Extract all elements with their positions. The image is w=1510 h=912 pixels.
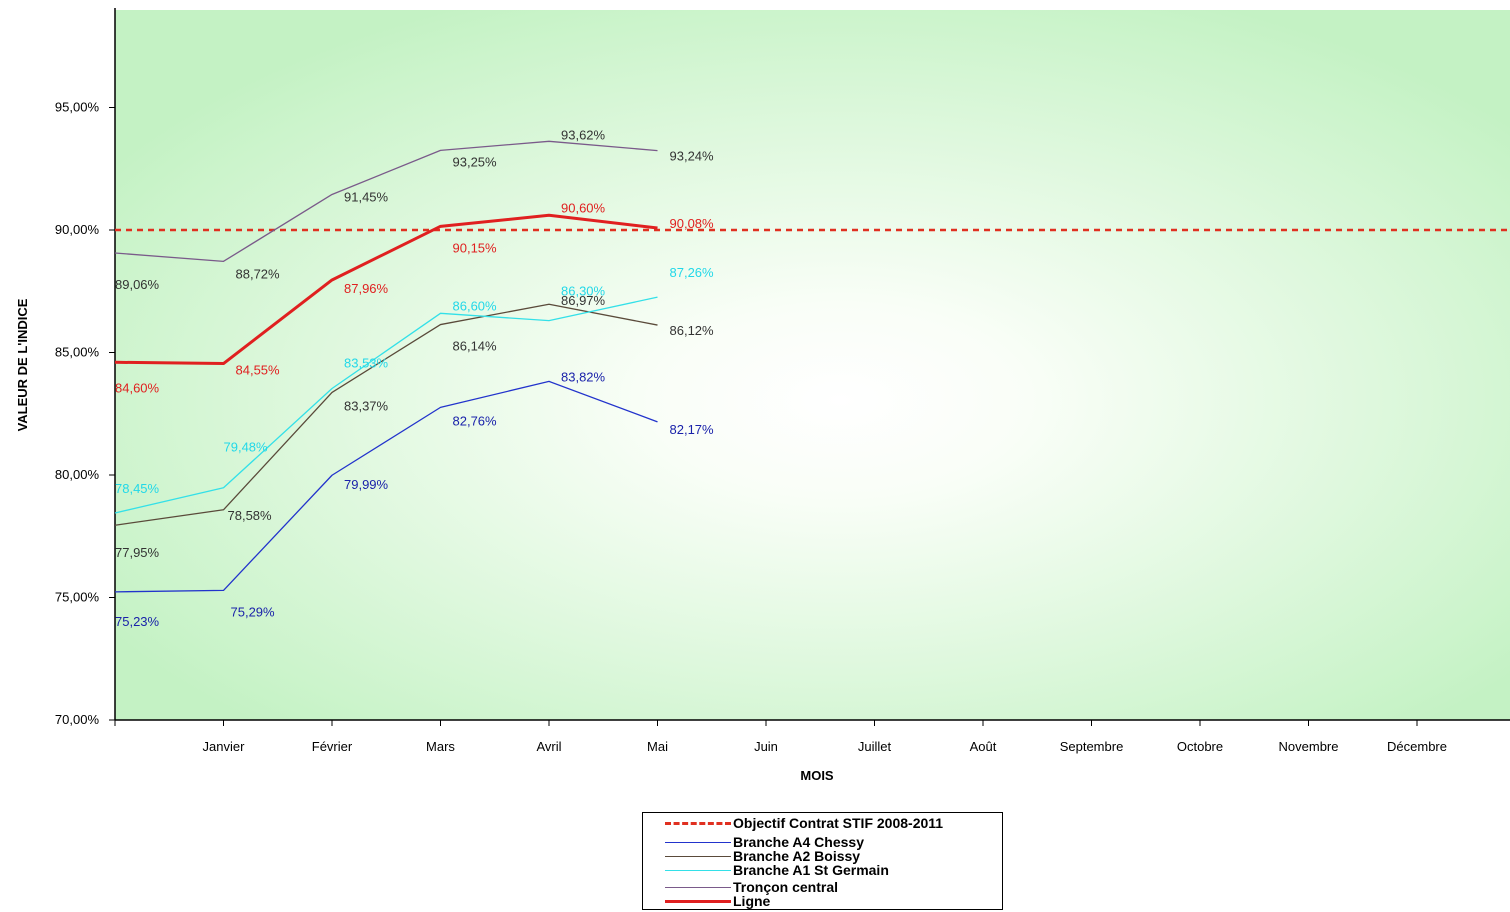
- data-label: 87,96%: [344, 281, 389, 296]
- legend-label: Tronçon central: [733, 879, 839, 895]
- x-tick-label: Mars: [426, 739, 455, 754]
- series-line: [114, 213, 658, 366]
- data-label: 87,26%: [670, 265, 715, 280]
- y-tick-label: 70,00%: [55, 712, 100, 727]
- data-label: 93,24%: [670, 149, 715, 164]
- legend-label: Branche A1 St Germain: [733, 862, 889, 878]
- data-label: 83,82%: [561, 369, 606, 384]
- data-label: 79,99%: [344, 477, 389, 492]
- data-label: 83,37%: [344, 398, 389, 413]
- legend-item: Tronçon central: [665, 880, 838, 894]
- data-label: 78,58%: [228, 508, 273, 523]
- legend-item: Ligne: [665, 894, 770, 908]
- x-tick-label: Juin: [754, 739, 778, 754]
- data-label: 90,08%: [670, 216, 715, 231]
- series-line: [114, 140, 658, 263]
- data-label: 86,60%: [453, 298, 498, 313]
- data-label: 86,12%: [670, 323, 715, 338]
- y-axis-title: VALEUR DE L'INDICE: [15, 298, 30, 431]
- data-label: 93,25%: [453, 154, 498, 169]
- x-tick-label: Juillet: [858, 739, 892, 754]
- legend-swatch: [665, 855, 731, 857]
- x-tick-label: Août: [970, 739, 997, 754]
- x-tick-label: Avril: [536, 739, 561, 754]
- series-line: [114, 380, 658, 593]
- data-label: 79,48%: [224, 440, 269, 455]
- legend-item: Branche A1 St Germain: [665, 863, 889, 877]
- y-tick-label: 75,00%: [55, 590, 100, 605]
- data-label: 78,45%: [115, 481, 160, 496]
- data-label: 90,60%: [561, 200, 606, 215]
- data-label: 75,23%: [115, 614, 160, 629]
- legend-item: Branche A2 Boissy: [665, 849, 860, 863]
- y-tick-label: 95,00%: [55, 100, 100, 115]
- legend-swatch: [665, 899, 731, 903]
- data-label: 82,76%: [453, 413, 498, 428]
- data-label: 83,53%: [344, 356, 389, 371]
- series-line: [114, 303, 658, 526]
- x-tick-label: Février: [312, 739, 353, 754]
- data-label: 86,30%: [561, 284, 606, 299]
- y-tick-label: 85,00%: [55, 345, 100, 360]
- data-label: 93,62%: [561, 127, 606, 142]
- legend-swatch: [665, 869, 731, 871]
- legend-swatch: [665, 821, 731, 825]
- data-label: 75,29%: [231, 604, 276, 619]
- x-tick-label: Novembre: [1279, 739, 1339, 754]
- legend-swatch: [665, 886, 731, 888]
- x-tick-label: Mai: [647, 739, 668, 754]
- data-label: 89,06%: [115, 277, 160, 292]
- plot-area: [115, 10, 1510, 720]
- series-line: [114, 296, 658, 514]
- data-label: 84,60%: [115, 380, 160, 395]
- data-label: 77,95%: [115, 545, 160, 560]
- legend-label: Branche A2 Boissy: [733, 848, 861, 864]
- legend-swatch: [665, 841, 731, 843]
- y-tick-label: 90,00%: [55, 222, 100, 237]
- x-tick-label: Janvier: [203, 739, 246, 754]
- x-tick-label: Décembre: [1387, 739, 1447, 754]
- x-tick-label: Octobre: [1177, 739, 1223, 754]
- x-tick-label: Septembre: [1060, 739, 1124, 754]
- legend-label: Branche A4 Chessy: [733, 834, 864, 850]
- data-label: 86,97%: [561, 293, 606, 308]
- legend-label: Ligne: [733, 893, 771, 909]
- data-label: 88,72%: [236, 266, 281, 281]
- x-axis-title: MOIS: [800, 768, 834, 783]
- data-label: 91,45%: [344, 189, 389, 204]
- data-label: 90,15%: [453, 240, 498, 255]
- legend-label: Objectif Contrat STIF 2008-2011: [733, 815, 944, 831]
- data-label: 82,17%: [670, 422, 715, 437]
- legend-item: Branche A4 Chessy: [665, 835, 864, 849]
- legend-item: Objectif Contrat STIF 2008-2011: [665, 816, 943, 830]
- data-label: 84,55%: [236, 363, 281, 378]
- legend: Objectif Contrat STIF 2008-2011 Branche A…: [642, 812, 1003, 910]
- data-label: 86,14%: [453, 339, 498, 354]
- y-tick-label: 80,00%: [55, 467, 100, 482]
